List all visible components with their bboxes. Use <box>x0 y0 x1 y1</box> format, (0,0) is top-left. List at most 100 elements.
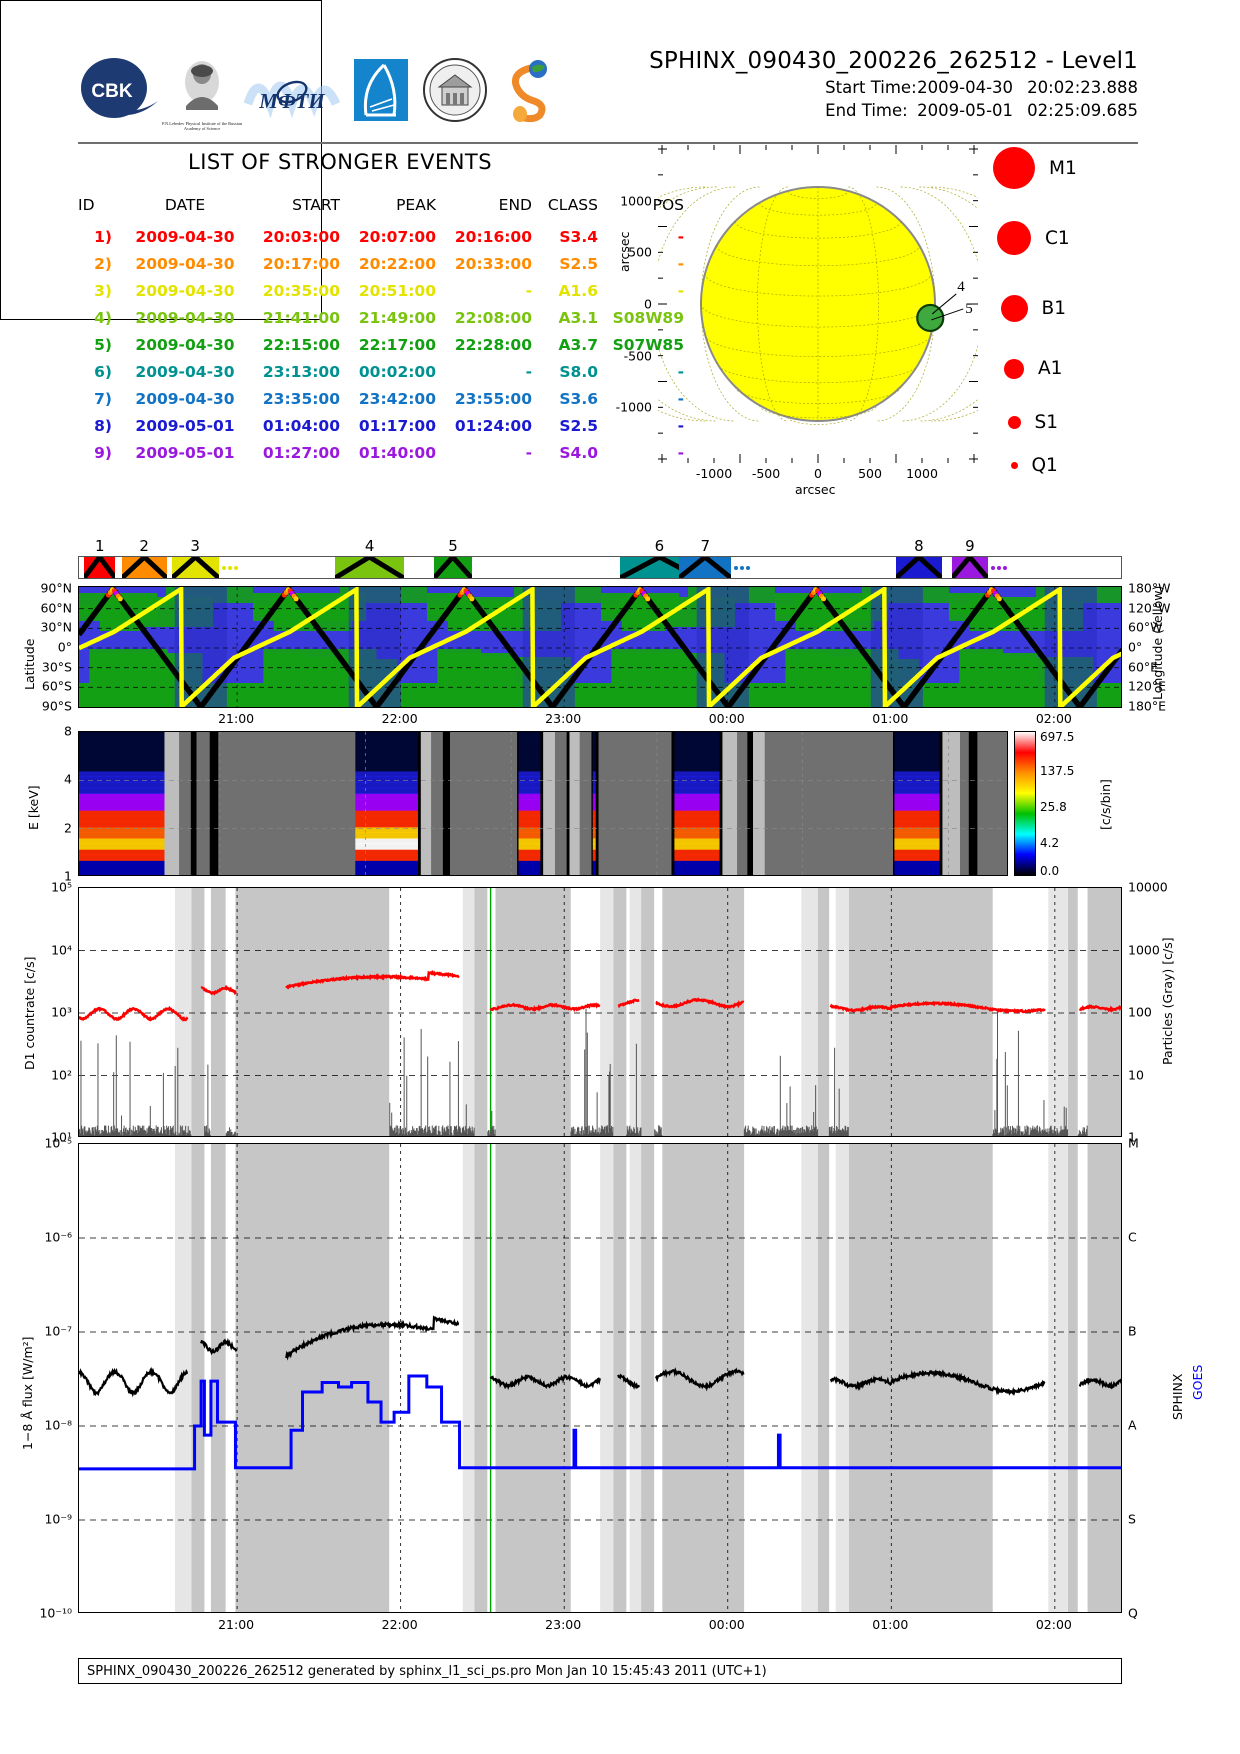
countrate-ytick: 10³ <box>51 1005 72 1020</box>
event-dots-icon <box>734 566 750 570</box>
colorbar-tick: 697.5 <box>1040 730 1074 744</box>
event-number-label: 3 <box>190 537 200 555</box>
flux-xtick: 22:00 <box>382 1617 418 1632</box>
event-block-2[interactable] <box>122 557 167 578</box>
flare-class-legend: M1 C1 B1 A1 S1 Q1 <box>990 150 1130 470</box>
cell-date: 2009-04-30 <box>126 282 244 309</box>
event-number-label: 8 <box>914 537 924 555</box>
sun-ytick: -1000 <box>616 400 652 415</box>
flux-class-tick: Q <box>1128 1606 1138 1621</box>
countrate-ytick-right: 10 <box>1128 1067 1144 1082</box>
table-row: 6) 2009-04-30 23:13:00 00:02:00- S8.0- <box>78 363 684 390</box>
orbit-ytick: 90°S <box>42 699 72 714</box>
col-class: CLASS <box>532 196 598 228</box>
event-block-5[interactable] <box>434 557 472 578</box>
spectrogram-ytick: 4 <box>64 772 72 787</box>
sun-xtick: 0 <box>814 466 822 481</box>
orbit-ytick-right: 0° <box>1128 640 1142 655</box>
table-row: 5) 2009-04-30 22:15:00 22:17:00 22:28:00 A3.7… <box>78 336 684 363</box>
cell-start: 20:17:00 <box>244 255 340 282</box>
cell-start: 01:27:00 <box>244 444 340 471</box>
event-block-8[interactable] <box>896 557 942 578</box>
sun-yaxis-ticks: 1000 500 0 -500 -1000 <box>604 145 652 463</box>
cell-peak: 23:42:00 <box>340 390 436 417</box>
cell-class: S2.5 <box>532 417 598 444</box>
event-block-1[interactable] <box>84 557 115 578</box>
sphinx-level1-report: CBK P A N P.N.Lebedev Physical Institute… <box>0 0 1240 1754</box>
cell-peak: 00:02:00 <box>340 363 436 390</box>
sun-xtick: 500 <box>858 466 882 481</box>
event-block-7[interactable] <box>679 557 731 578</box>
colorbar-tick: 0.0 <box>1040 864 1059 878</box>
countrate-ytick: 10² <box>51 1067 72 1082</box>
legend-row-a1: A1 <box>990 358 1062 379</box>
orbit-yaxis-ticks: 90°N 60°N 30°N 0° 30°S 60°S 90°S <box>26 586 72 708</box>
col-end: END <box>436 196 532 228</box>
sun-xaxis-ticks: -1000 -500 0 500 1000 <box>658 466 978 484</box>
svg-text:A: A <box>140 83 144 89</box>
solar-disk-plot: 45 <box>658 145 978 463</box>
legend-row-q1: Q1 <box>990 455 1058 476</box>
class-marker-icon <box>1008 416 1021 429</box>
cell-start: 23:35:00 <box>244 390 340 417</box>
sun-ytick: 0 <box>644 297 652 312</box>
title-block: SPHINX_090430_200226_262512 - Level1 Sta… <box>649 48 1138 120</box>
table-row: 9) 2009-05-01 01:27:00 01:40:00 - S4.0 - <box>78 444 684 471</box>
table-row: 7) 2009-04-30 23:35:00 23:42:00 23:55:00 S3.6… <box>78 390 684 417</box>
class-marker-icon <box>993 147 1035 189</box>
col-peak: PEAK <box>340 196 436 228</box>
cell-start: 20:35:00 <box>244 282 340 309</box>
flux-class-ticks: M C B A S Q <box>1128 1143 1158 1613</box>
cell-date: 2009-04-30 <box>126 255 244 282</box>
cell-class: A1.6 <box>532 282 598 309</box>
event-number-label: 4 <box>365 537 375 555</box>
orbit-map-panel <box>78 586 1122 708</box>
spectrogram-yaxis-label: E [keV] <box>26 785 41 830</box>
flux-class-tick: A <box>1128 1418 1137 1433</box>
cell-id: 6) <box>78 363 126 390</box>
cell-peak: 20:07:00 <box>340 228 436 255</box>
countrate-ytick-right: 1000 <box>1128 942 1160 957</box>
orbit-ytick-right: 120°W <box>1128 600 1170 615</box>
legend-sphinx-label: SPHINX <box>1170 1374 1185 1420</box>
cell-date: 2009-04-30 <box>126 363 244 390</box>
orbit-ytick: 60°S <box>42 679 72 694</box>
table-row: 2) 2009-04-30 20:17:00 20:22:00 20:33:00 S2.5… <box>78 255 684 282</box>
legend-row-s1: S1 <box>990 412 1058 433</box>
orbit-ytick: 0° <box>58 640 72 655</box>
colorbar-tick: 25.8 <box>1040 800 1067 814</box>
cell-start: 21:41:00 <box>244 309 340 336</box>
cell-class: S4.0 <box>532 444 598 471</box>
events-title: LIST OF STRONGER EVENTS <box>188 150 492 174</box>
event-block-4[interactable] <box>335 557 404 578</box>
legend-row-m1: M1 <box>990 147 1077 189</box>
event-block-3[interactable] <box>172 557 219 578</box>
cell-end: 23:55:00 <box>436 390 532 417</box>
end-time-value: 02:25:09.685 <box>1027 101 1138 120</box>
sun-xtick: -1000 <box>696 466 732 481</box>
orbit-xtick: 22:00 <box>382 711 418 726</box>
start-time-label: Start Time: <box>825 78 917 97</box>
cell-id: 2) <box>78 255 126 282</box>
cell-peak: 01:17:00 <box>340 417 436 444</box>
sun-xtick: 1000 <box>906 466 938 481</box>
spectrogram-ytick: 2 <box>64 820 72 835</box>
start-date-value: 2009-04-30 <box>917 78 1027 97</box>
colorbar-tick: 137.5 <box>1040 764 1074 778</box>
cell-class: A3.1 <box>532 309 598 336</box>
orbit-map-plot <box>79 587 1122 708</box>
sun-ytick: 500 <box>628 245 652 260</box>
flux-ytick: 10⁻⁸ <box>44 1418 72 1433</box>
events-table: ID DATE START PEAK END CLASS POS 1) 2009-… <box>78 196 684 471</box>
class-marker-icon <box>1011 462 1018 469</box>
orbit-ytick: 30°S <box>42 659 72 674</box>
event-block-9[interactable] <box>952 557 987 578</box>
cell-start: 23:13:00 <box>244 363 340 390</box>
colorbar-tick: 4.2 <box>1040 836 1059 850</box>
countrate-panel <box>78 887 1122 1137</box>
countrate-plot <box>79 888 1122 1137</box>
countrate-ytick: 10⁵ <box>51 880 72 895</box>
sun-ytick: -500 <box>624 348 652 363</box>
flux-xaxis-ticks: 21:00 22:00 23:00 00:00 01:00 02:00 <box>78 1617 1122 1635</box>
legend-label: A1 <box>1038 358 1062 379</box>
